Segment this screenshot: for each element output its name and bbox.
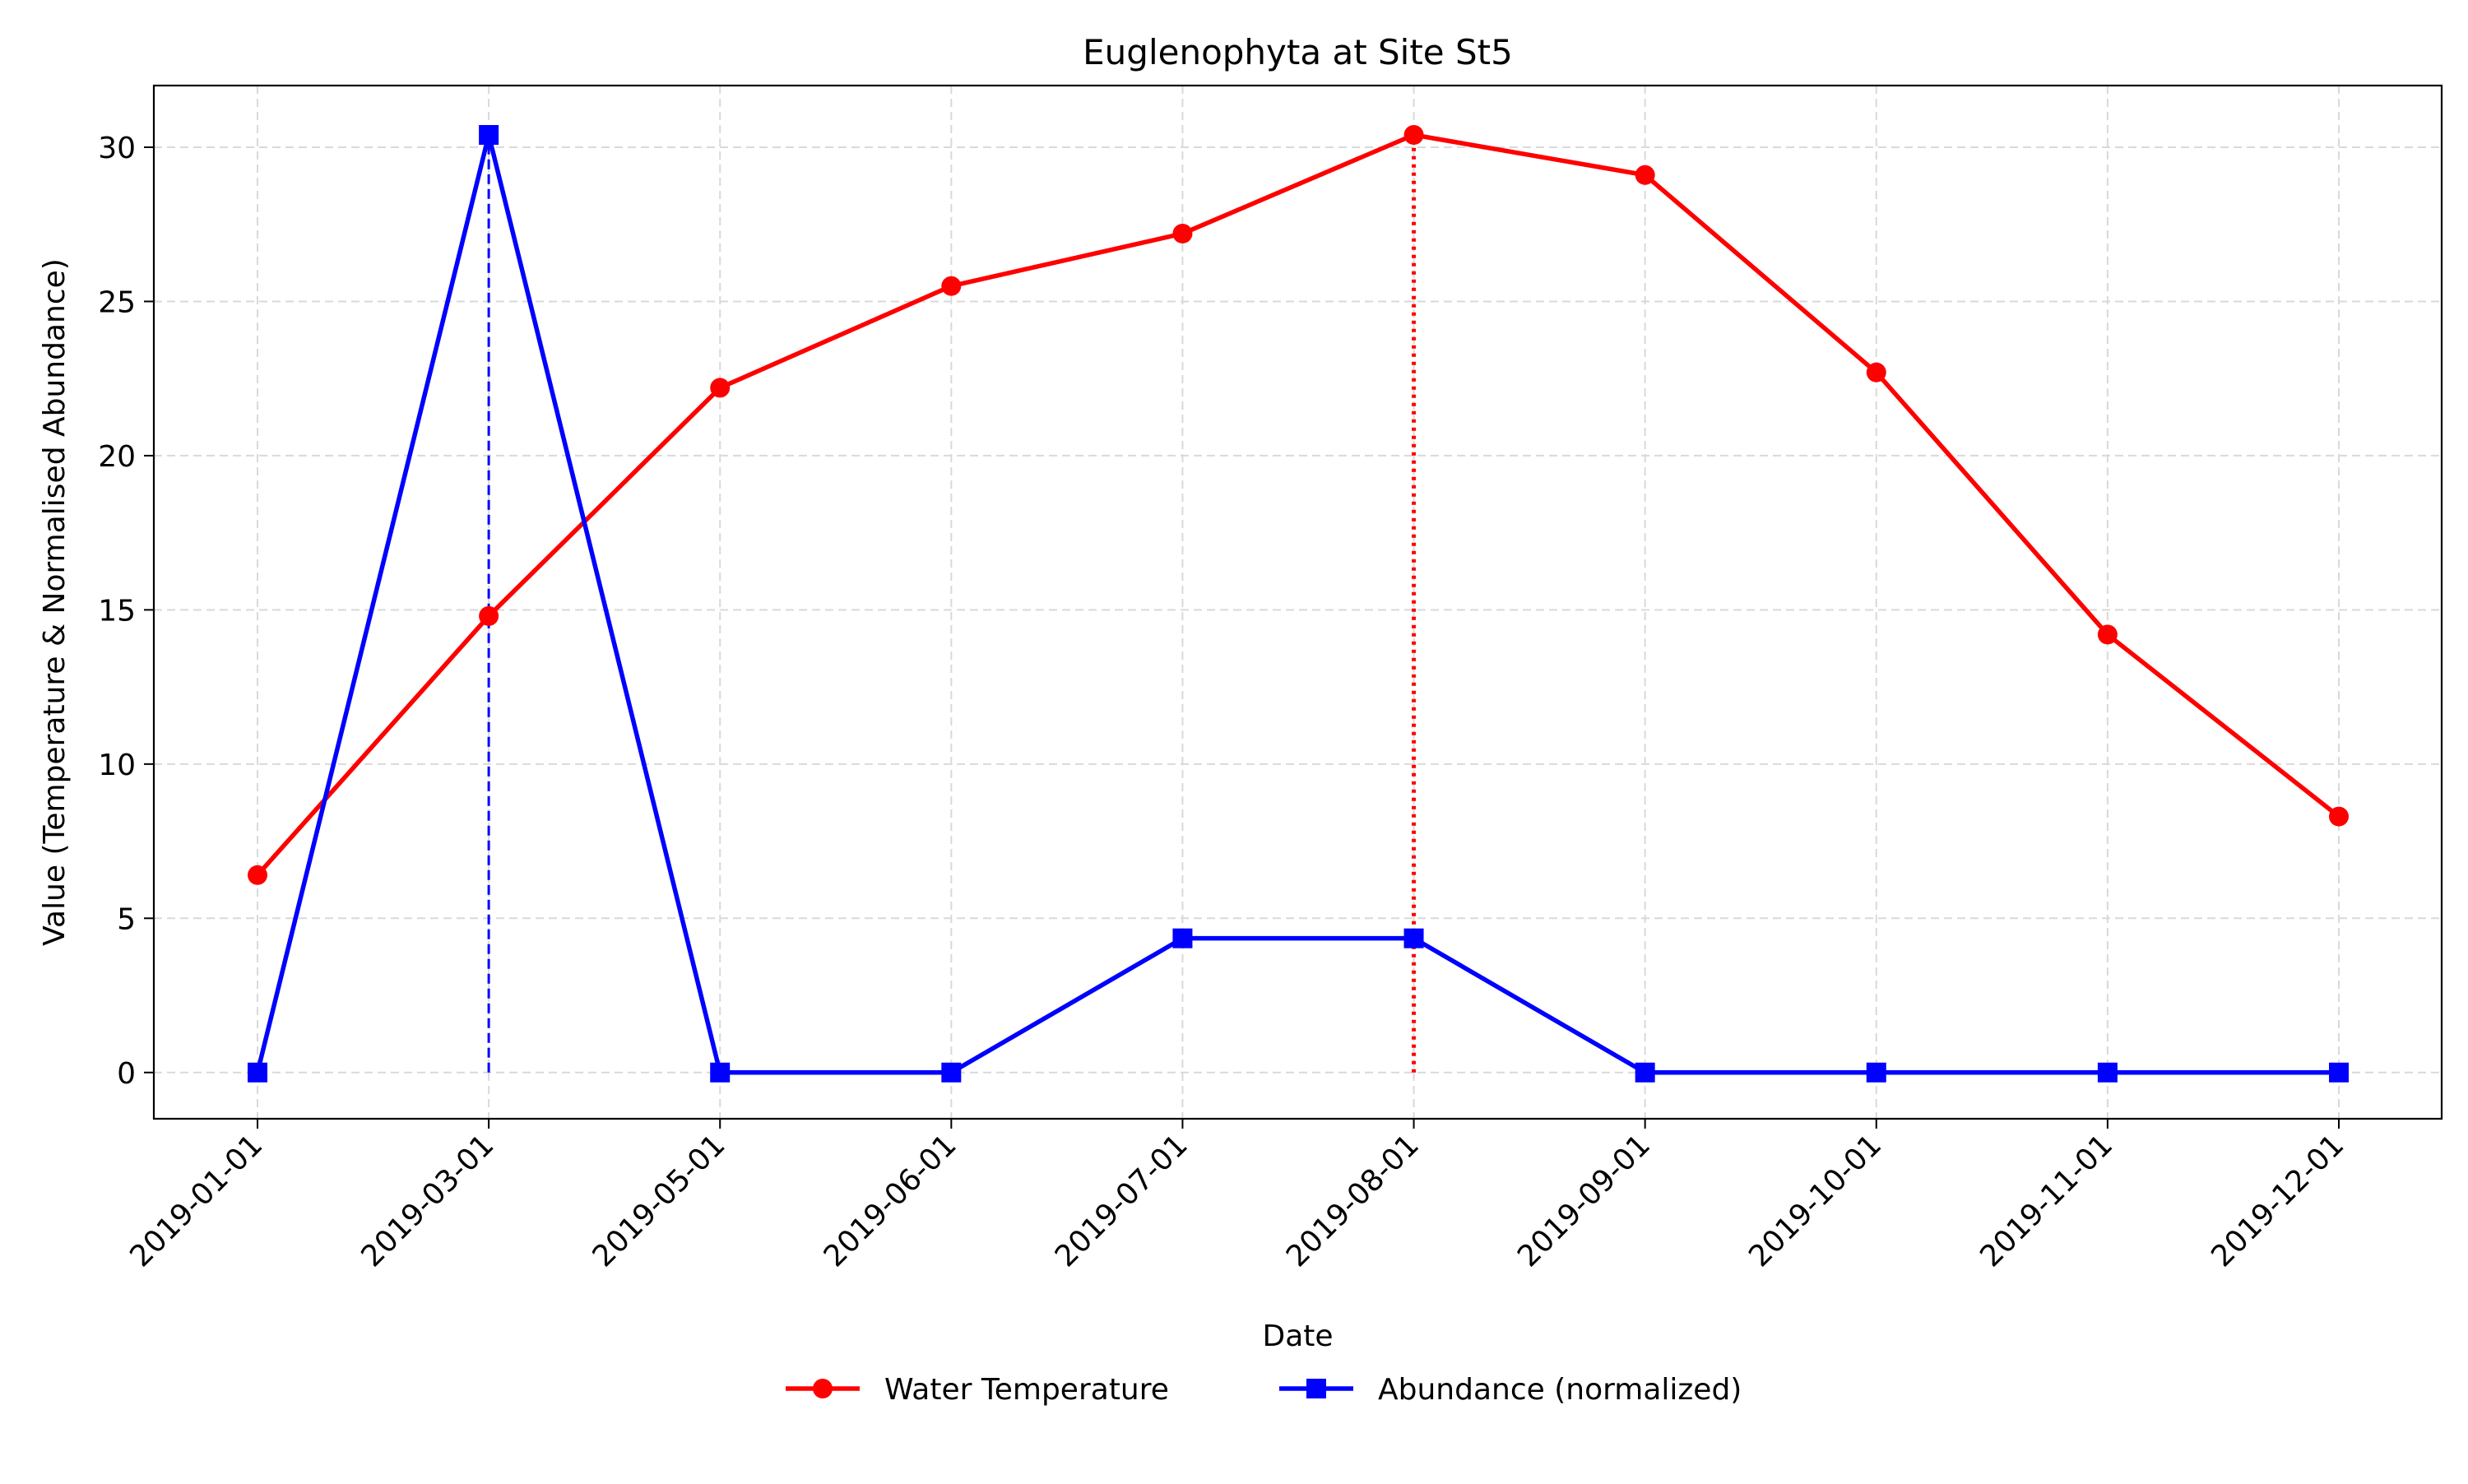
data-point — [1172, 223, 1193, 243]
legend: Water Temperature Abundance (normalized) — [786, 1373, 1742, 1407]
data-point — [1172, 928, 1193, 948]
series-line — [255, 132, 2340, 877]
reference-lines — [487, 134, 1417, 1073]
legend-label: Water Temperature — [884, 1373, 1169, 1407]
y-axis-label: Value (Temperature & Normalised Abundanc… — [38, 258, 72, 946]
plot-frame — [152, 84, 2443, 1120]
data-point — [2097, 624, 2118, 645]
legend-label: Abundance (normalized) — [1378, 1373, 1742, 1407]
legend-entry: Water Temperature — [786, 1373, 1169, 1407]
y-tick-label: 0 — [117, 1057, 136, 1091]
data-point — [479, 124, 499, 145]
data-point — [1403, 928, 1424, 948]
legend-marker — [1306, 1379, 1326, 1398]
data-point — [1866, 362, 1886, 383]
data-point — [2329, 806, 2349, 827]
data-point — [941, 276, 962, 296]
y-tick-label: 10 — [98, 749, 136, 782]
data-point — [2097, 1062, 2118, 1083]
series — [248, 124, 2349, 1083]
y-tick-label: 25 — [98, 285, 136, 319]
x-axis-label: Date — [1262, 1319, 1333, 1353]
series-2 — [248, 124, 2349, 1083]
data-point — [710, 1062, 731, 1083]
y-tick-label: 30 — [98, 132, 136, 165]
chart-title: Euglenophyta at Site St5 — [1083, 32, 1513, 72]
data-point — [1866, 1062, 1886, 1083]
data-point — [248, 1062, 267, 1083]
y-tick-label: 15 — [98, 594, 136, 628]
legend-entry: Abundance (normalized) — [1279, 1373, 1742, 1407]
legend-marker — [813, 1379, 833, 1398]
data-point — [941, 1062, 962, 1083]
y-tick-label: 5 — [117, 902, 136, 936]
data-point — [2329, 1062, 2349, 1083]
data-point — [1403, 124, 1424, 145]
series-1 — [248, 124, 2349, 885]
data-point — [1635, 165, 1655, 185]
y-tick-label: 20 — [98, 440, 136, 474]
data-point — [1635, 1062, 1655, 1083]
data-point — [248, 865, 267, 885]
data-point — [710, 378, 731, 398]
series-line — [255, 132, 2339, 1075]
data-point — [479, 605, 499, 626]
